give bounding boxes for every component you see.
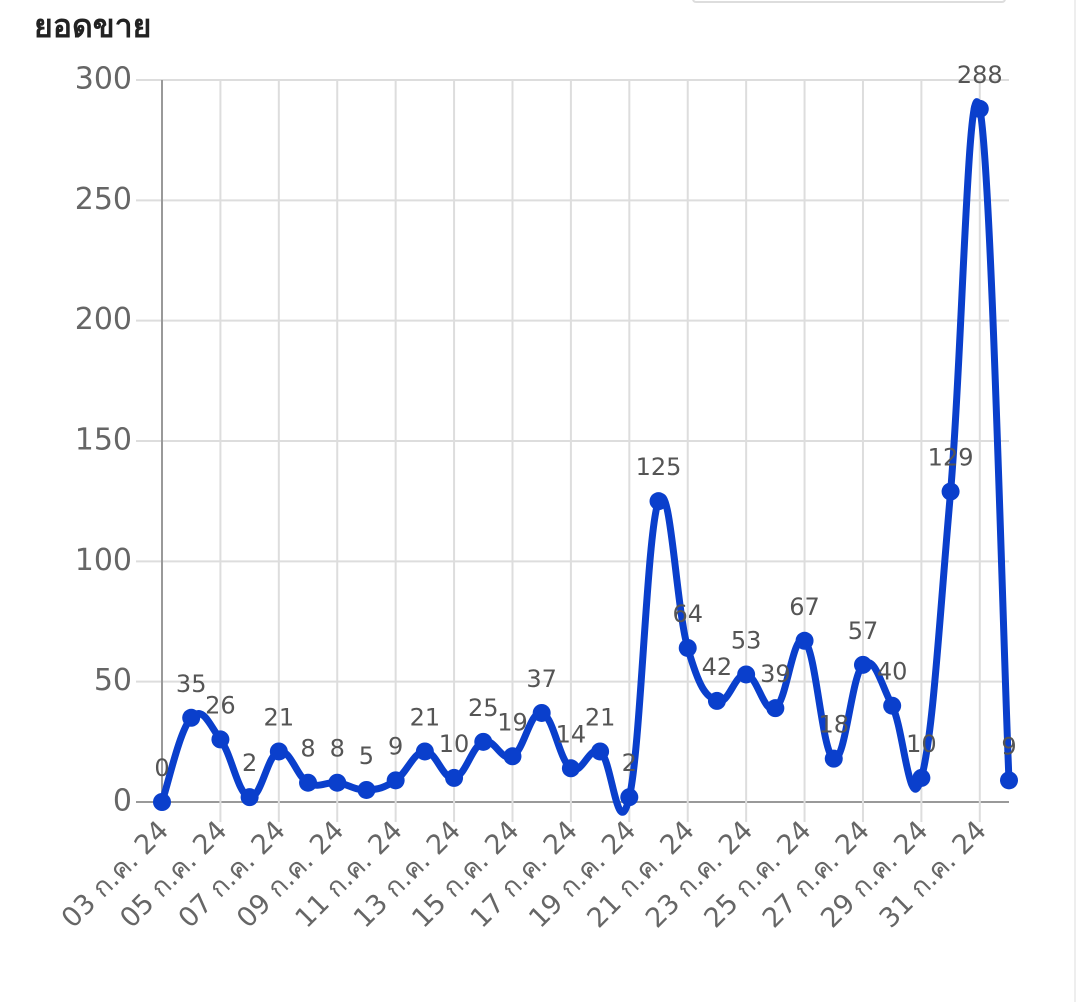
value-label: 21	[264, 703, 295, 731]
point	[766, 699, 785, 718]
value-label: 35	[176, 670, 207, 698]
point	[269, 742, 288, 761]
point	[737, 665, 756, 684]
value-label: 53	[731, 626, 762, 654]
point	[591, 742, 610, 761]
point	[853, 655, 872, 674]
point	[299, 773, 318, 792]
point	[795, 631, 814, 650]
point	[649, 492, 668, 511]
point	[211, 730, 230, 749]
y-tick-label: 0	[113, 784, 132, 819]
value-label: 9	[1001, 732, 1016, 760]
point	[970, 99, 989, 118]
value-label: 40	[877, 658, 908, 686]
point	[357, 780, 376, 799]
value-label: 18	[818, 711, 849, 739]
y-tick-label: 50	[94, 663, 132, 698]
point	[1000, 771, 1018, 790]
value-label: 8	[330, 735, 345, 763]
y-tick-label: 150	[75, 423, 132, 458]
value-label: 25	[468, 694, 499, 722]
value-label: 9	[388, 732, 403, 760]
y-tick-label: 200	[75, 302, 132, 337]
value-label: 10	[906, 730, 937, 758]
point	[503, 747, 522, 766]
point	[474, 732, 493, 751]
value-label: 67	[789, 593, 820, 621]
value-label: 21	[585, 703, 616, 731]
value-label: 10	[439, 730, 470, 758]
value-label: 0	[154, 754, 169, 782]
point	[912, 768, 931, 787]
point	[182, 708, 201, 727]
chart-title: ยอดขาย	[34, 7, 151, 45]
value-label: 129	[928, 444, 974, 472]
value-label: 125	[636, 453, 682, 481]
point	[153, 793, 171, 811]
value-label: 2	[622, 749, 637, 777]
value-label: 64	[672, 600, 703, 628]
value-label: 26	[205, 691, 236, 719]
value-label: 288	[957, 61, 1003, 89]
point	[941, 482, 960, 501]
point	[678, 638, 697, 657]
value-label: 5	[359, 742, 374, 770]
value-label: 37	[526, 665, 557, 693]
point	[561, 759, 580, 778]
point	[707, 691, 726, 710]
point	[883, 696, 902, 715]
point	[824, 749, 843, 768]
value-label: 2	[242, 749, 257, 777]
y-tick-label: 300	[75, 62, 132, 97]
y-tick-label: 250	[75, 182, 132, 217]
value-label: 8	[300, 735, 315, 763]
value-label: 39	[760, 660, 791, 688]
point	[415, 742, 434, 761]
value-label: 21	[410, 703, 441, 731]
point	[620, 788, 639, 807]
ui-box	[692, 0, 1006, 3]
point	[328, 773, 347, 792]
point	[240, 788, 259, 807]
point	[386, 771, 405, 790]
value-label: 42	[702, 653, 733, 681]
value-label: 19	[497, 708, 528, 736]
y-tick-label: 100	[75, 543, 132, 578]
value-label: 14	[556, 720, 587, 748]
point	[532, 703, 551, 722]
value-label: 57	[848, 617, 879, 645]
point	[445, 768, 464, 787]
